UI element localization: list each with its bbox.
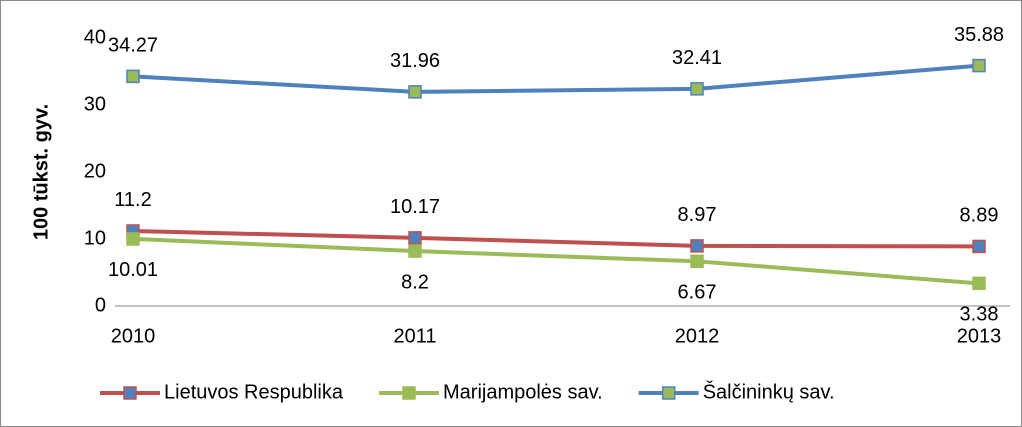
marker	[972, 276, 986, 291]
series-line	[132, 63, 980, 94]
legend-label: Marijampolės sav.	[443, 381, 603, 403]
marker	[126, 69, 140, 84]
legend-label: Šalčininkų sav.	[703, 380, 835, 403]
x-tick-label: 2012	[675, 325, 720, 347]
legend-marker	[402, 386, 416, 400]
marker	[972, 239, 986, 254]
data-label: 8.2	[401, 271, 429, 293]
data-label: 10.01	[108, 259, 158, 281]
marker	[690, 82, 704, 96]
y-tick-label: 40	[84, 26, 106, 48]
x-tick-label: 2010	[111, 325, 156, 347]
data-label: 32.41	[672, 47, 722, 69]
legend-label: Lietuvos Respublika	[164, 381, 344, 403]
marker	[408, 231, 422, 245]
data-label: 3.38	[960, 304, 999, 326]
data-label: 8.97	[678, 204, 717, 226]
x-tick-label: 2013	[957, 325, 1002, 347]
marker	[408, 85, 422, 99]
data-label: 8.89	[960, 205, 999, 227]
legend-marker	[661, 386, 676, 400]
y-axis-label: 100 tūkst. gyv.	[30, 104, 52, 240]
y-tick-label: 10	[84, 227, 106, 249]
marker	[690, 239, 704, 253]
data-label: 10.17	[390, 196, 440, 218]
y-tick-label: 30	[84, 93, 106, 115]
marker	[690, 254, 704, 269]
data-label: 34.27	[108, 35, 158, 57]
x-tick-label: 2011	[393, 325, 436, 347]
marker	[972, 58, 986, 73]
legend-marker	[123, 386, 137, 400]
data-label: 11.2	[114, 189, 151, 211]
marker	[408, 244, 422, 258]
y-tick-label: 0	[95, 294, 106, 316]
data-label: 6.67	[678, 282, 717, 304]
data-label: 35.88	[954, 24, 1004, 46]
series-line	[132, 228, 980, 249]
marker	[126, 232, 140, 246]
y-tick-label: 20	[84, 160, 106, 182]
series-line	[132, 236, 980, 286]
data-label: 31.96	[390, 50, 440, 72]
